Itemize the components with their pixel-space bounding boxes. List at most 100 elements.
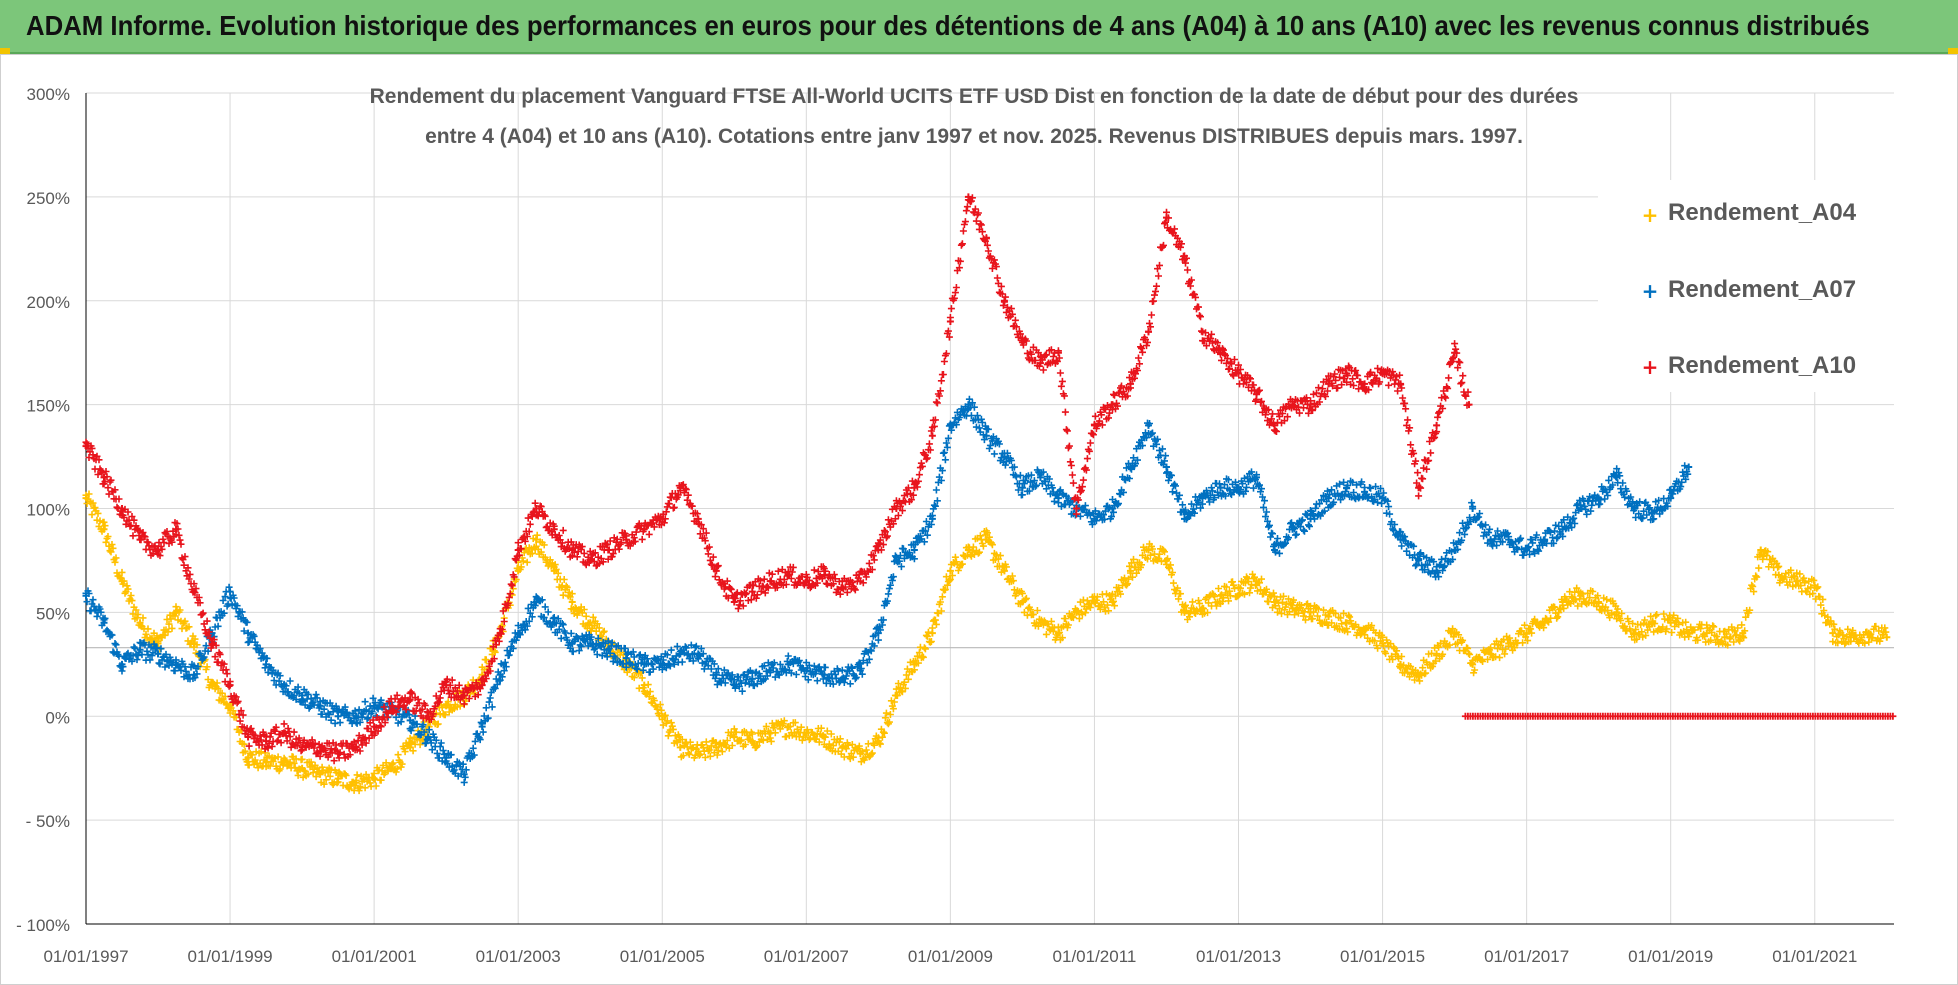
data-point (1739, 629, 1747, 637)
x-tick-label: 01/01/2021 (1772, 947, 1857, 966)
data-point (730, 598, 738, 606)
data-point (1162, 214, 1170, 222)
data-point (1180, 608, 1188, 616)
x-tick-label: 01/01/2017 (1484, 947, 1569, 966)
data-point (946, 318, 954, 326)
y-tick-label: 250% (27, 189, 70, 208)
data-point (1649, 509, 1657, 517)
data-point (1451, 629, 1459, 637)
data-point (1559, 598, 1567, 606)
legend-label-a04: Rendement_A04 (1668, 199, 1857, 226)
y-tick-label: 0% (45, 708, 70, 727)
data-point (1217, 349, 1224, 357)
data-point (424, 733, 432, 741)
data-point (244, 754, 252, 762)
data-point (478, 723, 486, 731)
chart-title-line-2: entre 4 (A04) et 10 ans (A10). Cotations… (425, 125, 1523, 148)
data-point (82, 442, 90, 450)
data-point (1559, 525, 1567, 533)
data-point (658, 660, 666, 668)
data-point (1577, 505, 1585, 512)
y-tick-label: 50% (36, 604, 70, 623)
data-point (676, 743, 684, 751)
data-point (1505, 640, 1513, 648)
data-point (892, 691, 900, 699)
data-point (658, 712, 666, 720)
data-point (1036, 359, 1044, 367)
data-point (784, 723, 792, 731)
data-point (100, 473, 108, 481)
data-point (406, 716, 414, 724)
data-point (1379, 494, 1387, 502)
y-tick-label: 150% (27, 397, 70, 416)
series-rendement-a10 (82, 193, 1473, 765)
data-point (586, 556, 594, 564)
data-point (1487, 536, 1495, 544)
data-point (964, 401, 972, 409)
data-point (334, 712, 342, 720)
data-point (1126, 380, 1134, 388)
data-point (280, 758, 288, 766)
x-tick-label: 01/01/2019 (1628, 947, 1713, 966)
data-point (820, 571, 828, 579)
data-point (1343, 369, 1351, 377)
data-point (1108, 401, 1116, 409)
data-point (1415, 484, 1423, 492)
data-point (1397, 380, 1405, 388)
data-point (1703, 629, 1711, 637)
data-point (928, 515, 936, 523)
y-tick-label: 100% (27, 501, 70, 520)
x-tick-label: 01/01/2015 (1340, 947, 1425, 966)
x-tick-label: 01/01/1999 (188, 947, 273, 966)
x-tick-label: 01/01/2009 (908, 947, 993, 966)
data-point (838, 583, 846, 591)
data-point (1415, 556, 1423, 564)
data-point (1198, 328, 1206, 336)
x-tick-label: 01/01/2003 (476, 947, 561, 966)
data-point (874, 629, 882, 637)
data-point (1253, 473, 1261, 481)
legend-background (1598, 180, 1894, 392)
data-point (1613, 473, 1621, 481)
title-banner: ADAM Informe. Evolution historique des p… (0, 0, 1958, 54)
data-point (154, 650, 162, 658)
data-point (1144, 328, 1152, 336)
data-point (910, 660, 918, 668)
series-rendement-a10-zero (1461, 712, 1897, 720)
data-point (856, 750, 864, 758)
data-point (1253, 577, 1261, 585)
data-point (406, 696, 414, 704)
data-point (514, 546, 522, 554)
corner-marker-left (0, 48, 10, 54)
data-point (136, 619, 144, 627)
legend-label-a07: Rendement_A07 (1668, 276, 1856, 303)
data-point (1289, 604, 1297, 612)
data-point (244, 629, 252, 637)
data-point (532, 505, 540, 512)
series-rendement-a07 (82, 395, 1693, 786)
data-point (1577, 592, 1585, 600)
data-point (1217, 484, 1224, 492)
data-point (1072, 505, 1080, 512)
data-point (1054, 349, 1062, 357)
data-point (784, 571, 792, 579)
data-point (1253, 390, 1261, 398)
data-series (82, 193, 1897, 795)
data-point (748, 737, 756, 745)
data-point (982, 234, 990, 242)
data-point (1523, 629, 1531, 637)
data-point (1487, 650, 1495, 658)
data-point (316, 770, 324, 778)
data-point (226, 702, 234, 710)
data-point (406, 743, 414, 751)
data-point (1811, 583, 1819, 591)
data-point (532, 598, 540, 606)
data-point (874, 546, 882, 554)
x-tick-label: 01/01/2005 (620, 947, 705, 966)
data-point (1541, 619, 1549, 627)
data-point (1307, 515, 1315, 523)
data-point (1685, 463, 1693, 471)
data-point (1667, 619, 1675, 627)
data-point (262, 660, 270, 668)
x-tick-label: 01/01/1997 (43, 947, 128, 966)
